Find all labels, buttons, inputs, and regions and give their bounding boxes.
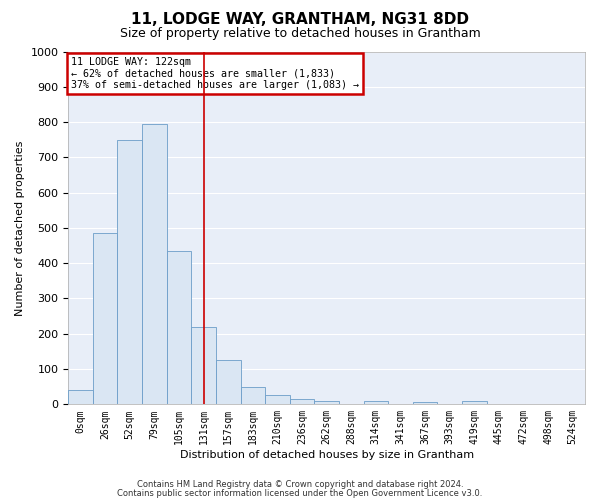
Bar (265, 395, 290, 404)
Bar (118, 140, 142, 404)
Text: Size of property relative to detached houses in Grantham: Size of property relative to detached ho… (119, 28, 481, 40)
Text: 11, LODGE WAY, GRANTHAM, NG31 8DD: 11, LODGE WAY, GRANTHAM, NG31 8DD (131, 12, 469, 28)
Bar (93, 233, 118, 404)
Text: Contains public sector information licensed under the Open Government Licence v3: Contains public sector information licen… (118, 488, 482, 498)
X-axis label: Distribution of detached houses by size in Grantham: Distribution of detached houses by size … (179, 450, 474, 460)
Text: Contains HM Land Registry data © Crown copyright and database right 2024.: Contains HM Land Registry data © Crown c… (137, 480, 463, 489)
Bar (413, 402, 437, 404)
Bar (191, 326, 216, 404)
Bar (68, 390, 93, 404)
Bar (462, 401, 487, 404)
Bar (290, 400, 314, 404)
Bar (364, 401, 388, 404)
Bar (241, 386, 265, 404)
Bar (314, 401, 339, 404)
Bar (216, 360, 241, 405)
Y-axis label: Number of detached properties: Number of detached properties (15, 140, 25, 316)
Bar (167, 251, 191, 404)
Bar (142, 124, 167, 404)
Text: 11 LODGE WAY: 122sqm
← 62% of detached houses are smaller (1,833)
37% of semi-de: 11 LODGE WAY: 122sqm ← 62% of detached h… (71, 57, 359, 90)
